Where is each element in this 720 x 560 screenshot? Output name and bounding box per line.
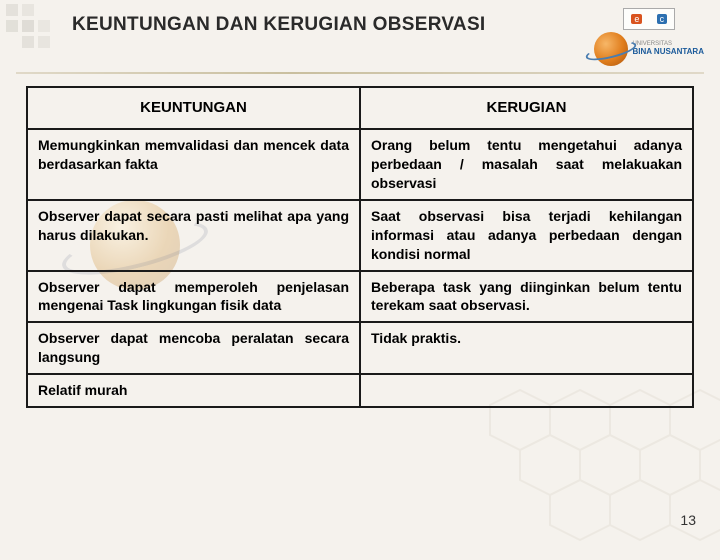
- table-row: Observer dapat secara pasti melihat apa …: [27, 200, 693, 271]
- cell-kerugian: Beberapa task yang diinginkan belum tent…: [360, 271, 693, 323]
- logo: e c UNIVERSITAS BINA NUSANTARA: [594, 8, 704, 66]
- planet-icon: [594, 32, 628, 66]
- table-row: Memungkinkan memvalidasi dan mencek data…: [27, 129, 693, 200]
- table-row: Relatif murah: [27, 374, 693, 407]
- cell-kerugian: Orang belum tentu mengetahui adanya perb…: [360, 129, 693, 200]
- comparison-table: KEUNTUNGAN KERUGIAN Memungkinkan memvali…: [26, 86, 694, 408]
- decor-squares: [0, 0, 100, 60]
- cell-kerugian: [360, 374, 693, 407]
- logo-tag-e: e: [631, 14, 642, 24]
- cell-keuntungan: Observer dapat mencoba peralatan secara …: [27, 322, 360, 374]
- table-header-row: KEUNTUNGAN KERUGIAN: [27, 87, 693, 129]
- col-header-keuntungan: KEUNTUNGAN: [27, 87, 360, 129]
- cell-keuntungan: Observer dapat secara pasti melihat apa …: [27, 200, 360, 271]
- cell-keuntungan: Observer dapat memperoleh penjelasan men…: [27, 271, 360, 323]
- table-row: Observer dapat memperoleh penjelasan men…: [27, 271, 693, 323]
- col-header-kerugian: KERUGIAN: [360, 87, 693, 129]
- slide-title: KEUNTUNGAN DAN KERUGIAN OBSERVASI: [72, 8, 486, 36]
- page-number: 13: [680, 512, 696, 528]
- cell-kerugian: Saat observasi bisa terjadi kehilangan i…: [360, 200, 693, 271]
- cell-kerugian: Tidak praktis.: [360, 322, 693, 374]
- cell-keuntungan: Relatif murah: [27, 374, 360, 407]
- table-row: Observer dapat mencoba peralatan secara …: [27, 322, 693, 374]
- cell-keuntungan: Memungkinkan memvalidasi dan mencek data…: [27, 129, 360, 200]
- logo-tag-c: c: [657, 14, 668, 24]
- logo-name-text: BINA NUSANTARA: [632, 48, 704, 57]
